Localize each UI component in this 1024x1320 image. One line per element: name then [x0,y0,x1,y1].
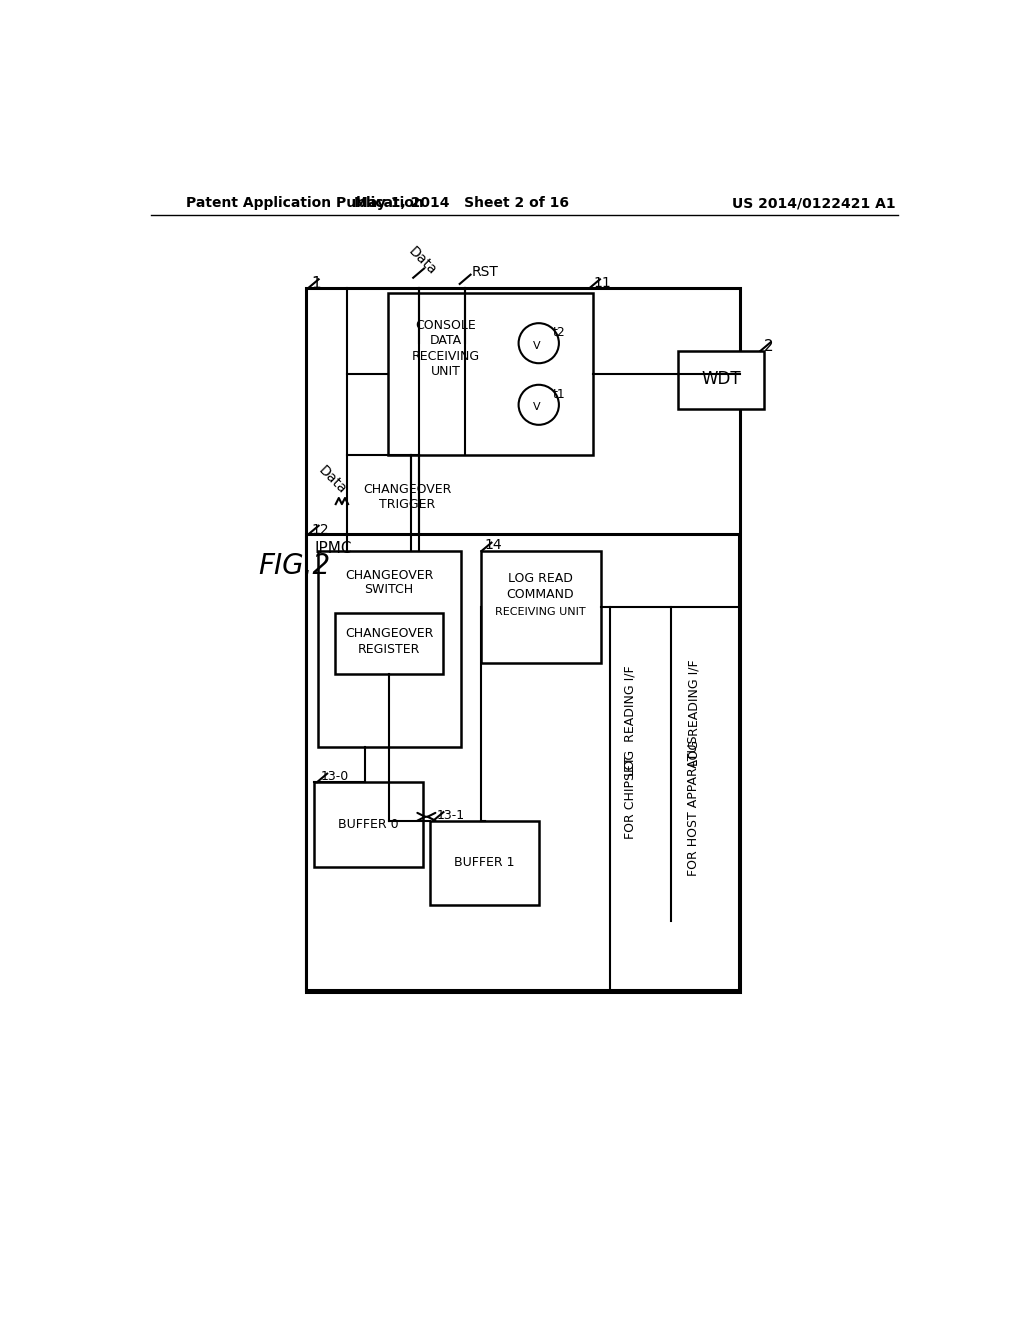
Text: DATA: DATA [430,334,462,347]
Text: UNIT: UNIT [431,366,461,379]
Text: t1: t1 [553,388,565,400]
Text: LOG READING I/F: LOG READING I/F [687,660,700,766]
Text: FOR HOST APPARATUS: FOR HOST APPARATUS [687,735,700,875]
Bar [480,552,601,663]
Text: COMMAND: COMMAND [507,589,574,602]
Text: V: V [532,403,541,412]
Text: CHANGEOVER: CHANGEOVER [345,627,433,640]
Text: Patent Application Publication: Patent Application Publication [186,197,424,210]
Text: V: V [532,341,541,351]
Text: 1: 1 [311,276,322,290]
Text: RECEIVING: RECEIVING [412,350,480,363]
Text: CONSOLE: CONSOLE [416,319,476,333]
Text: BUFFER 1: BUFFER 1 [455,857,515,870]
Text: US 2014/0122421 A1: US 2014/0122421 A1 [732,197,896,210]
Text: Data: Data [315,463,349,498]
Text: LOG  READING I/F: LOG READING I/F [624,665,637,776]
Text: WDT: WDT [701,371,740,388]
Text: FOR CHIPSET: FOR CHIPSET [624,756,637,838]
Bar [306,535,738,990]
Text: REGISTER: REGISTER [358,643,421,656]
Text: 14: 14 [484,539,502,552]
Text: SWITCH: SWITCH [365,583,414,597]
Text: TRIGGER: TRIGGER [379,499,435,511]
Text: CHANGEOVER: CHANGEOVER [362,483,452,496]
Bar [388,293,593,455]
Text: 12: 12 [311,523,330,536]
Bar [335,612,443,675]
Text: 2: 2 [764,339,773,354]
Bar [306,288,740,993]
Bar [678,351,764,409]
Text: May 1, 2014   Sheet 2 of 16: May 1, 2014 Sheet 2 of 16 [353,197,568,210]
Text: RECEIVING UNIT: RECEIVING UNIT [495,607,586,616]
Text: CHANGEOVER: CHANGEOVER [345,569,433,582]
Text: Data: Data [406,244,439,277]
Text: FIG.2: FIG.2 [258,553,331,581]
Text: IPMC: IPMC [314,540,351,556]
Text: 13-1: 13-1 [436,809,465,822]
Bar [430,821,539,906]
Text: 11: 11 [593,276,610,290]
Text: BUFFER 0: BUFFER 0 [338,818,398,832]
Bar [317,552,461,747]
Bar [314,781,423,867]
Text: t2: t2 [553,326,565,339]
Text: 13-0: 13-0 [321,770,348,783]
Text: LOG READ: LOG READ [508,572,572,585]
Text: RST: RST [471,265,499,280]
